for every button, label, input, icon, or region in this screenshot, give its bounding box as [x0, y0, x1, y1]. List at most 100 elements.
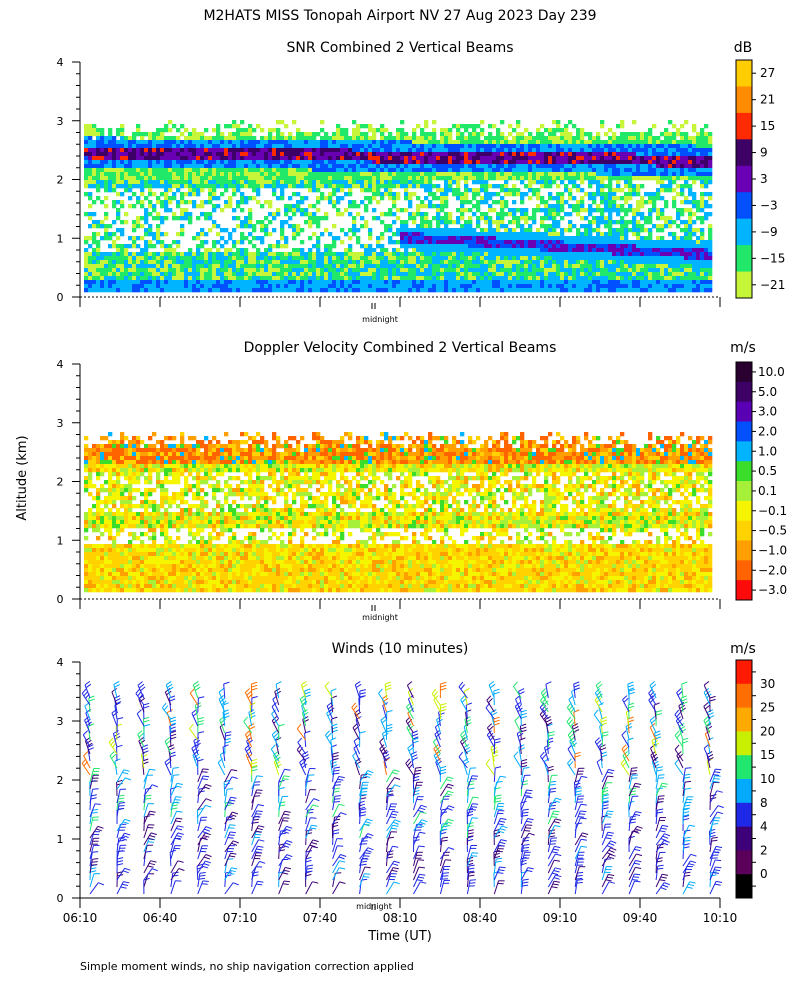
colorbar-label: 8 [760, 796, 768, 810]
colorbar-swatch [736, 421, 752, 442]
winds-panel-title: Winds (10 minutes) [332, 641, 469, 657]
doppler-colorbar: 10.0 5.0 3.0 2.0 1.0 0.5 0.1 −0.1 −0.5 −1.0 −2.0 −3… [735, 361, 787, 601]
colorbar-label: 25 [760, 701, 775, 715]
colorbar-swatch [736, 112, 752, 140]
colorbar-swatch [736, 580, 752, 601]
x-tick-label: 08:10 [383, 911, 418, 925]
colorbar-swatch [736, 707, 752, 732]
colorbar-swatch [736, 731, 752, 756]
colorbar-label: 0.5 [758, 464, 777, 478]
colorbar-swatch [736, 660, 752, 685]
winds-unit-label: m/s [730, 641, 756, 657]
colorbar-label: 2 [760, 843, 768, 857]
colorbar-swatch [736, 826, 752, 851]
colorbar-swatch [736, 60, 752, 87]
winds-axes: 0 1 2 3 4 06:10 06:40 07:10 07:40 08:10 08:40 09:10… [57, 656, 738, 925]
y-tick-label: 2 [57, 774, 64, 787]
y-tick-label: 0 [57, 892, 64, 905]
colorbar-swatch [736, 401, 752, 422]
y-tick-label: 3 [57, 715, 64, 728]
footer-note: Simple moment winds, no ship navigation … [80, 960, 414, 973]
colorbar-label: 4 [760, 820, 768, 834]
colorbar-swatch [736, 755, 752, 780]
x-tick-label: 08:40 [463, 911, 498, 925]
x-tick-label: 10:10 [703, 911, 738, 925]
colorbar-frame [735, 59, 753, 299]
y-tick-label: 4 [57, 656, 64, 669]
colorbar-label: 30 [760, 677, 775, 691]
y-tick-label: 4 [57, 358, 64, 371]
x-tick-label: 09:40 [623, 911, 658, 925]
colorbar-swatch [736, 192, 752, 220]
colorbar-label: −21 [760, 278, 785, 292]
snr-heatmap [84, 120, 713, 293]
colorbar-swatch [736, 441, 752, 462]
colorbar-swatch [736, 802, 752, 828]
snr-axes: 0 1 2 3 4 [57, 56, 721, 309]
snr-panel-title: SNR Combined 2 Vertical Beams [286, 40, 513, 56]
colorbar-swatch [736, 461, 752, 482]
doppler-heatmap [84, 432, 713, 593]
colorbar-label: 15 [760, 748, 775, 762]
y-tick-label: 3 [57, 417, 64, 430]
colorbar-swatch [736, 271, 752, 299]
colorbar-swatch [736, 86, 752, 114]
x-tick-label: 07:40 [303, 911, 338, 925]
colorbar-swatch [736, 218, 752, 246]
colorbar-label: 3 [760, 172, 768, 186]
colorbar-label: 21 [760, 93, 775, 107]
colorbar-label: 15 [760, 119, 775, 133]
colorbar-label: −0.5 [758, 524, 787, 538]
y-tick-label: 2 [57, 476, 64, 489]
colorbar-swatch [736, 481, 752, 502]
colorbar-swatch [736, 500, 752, 522]
colorbar-label: −2.0 [758, 563, 787, 577]
colorbar-swatch [736, 850, 752, 875]
wind-barbs [81, 680, 724, 895]
doppler-axes: 0 1 2 3 4 [57, 358, 721, 611]
y-tick-label: 2 [57, 174, 64, 187]
colorbar-frame [735, 659, 753, 899]
winds-midnight-label: midnight [356, 902, 392, 911]
colorbar-label: −3 [760, 198, 778, 212]
colorbar-swatch [736, 560, 752, 581]
colorbar-swatch [736, 520, 752, 541]
colorbar-swatch [736, 165, 752, 193]
doppler-panel-title: Doppler Velocity Combined 2 Vertical Bea… [244, 340, 557, 356]
colorbar-swatch [736, 245, 752, 273]
x-tick-label: 06:40 [143, 911, 178, 925]
doppler-unit-label: m/s [730, 340, 756, 356]
snr-colorbar: 27 21 15 9 3 −3 −9 −15 −21 [735, 59, 785, 299]
snr-midnight-label: midnight [362, 315, 398, 324]
colorbar-label: −0.1 [758, 504, 787, 518]
x-tick-label: 07:10 [223, 911, 258, 925]
y-tick-label: 1 [57, 833, 64, 846]
colorbar-label: 10.0 [758, 365, 785, 379]
colorbar-label: −15 [760, 251, 785, 265]
colorbar-label: −1.0 [758, 543, 787, 557]
colorbar-swatch [736, 683, 752, 709]
colorbar-swatch [736, 362, 752, 383]
doppler-midnight-label: midnight [362, 613, 398, 622]
colorbar-label: 9 [760, 146, 768, 160]
snr-unit-label: dB [734, 40, 753, 56]
colorbar-label: 3.0 [758, 405, 777, 419]
y-tick-label: 0 [57, 291, 64, 304]
colorbar-label: 0.1 [758, 484, 777, 498]
altitude-axis-label: Altitude (km) [15, 435, 30, 520]
colorbar-swatch [736, 540, 752, 561]
colorbar-swatch [736, 381, 752, 403]
colorbar-swatch [736, 874, 752, 899]
y-tick-label: 4 [57, 56, 64, 69]
colorbar-label: 1.0 [758, 444, 777, 458]
colorbar-label: 27 [760, 66, 775, 80]
figure-title: M2HATS MISS Tonopah Airport NV 27 Aug 20… [203, 8, 596, 24]
time-axis-label: Time (UT) [367, 929, 432, 944]
y-tick-label: 0 [57, 593, 64, 606]
y-tick-label: 1 [57, 534, 64, 547]
x-tick-label: 06:10 [63, 911, 98, 925]
colorbar-label: 5.0 [758, 385, 777, 399]
colorbar-label: −3.0 [758, 583, 787, 597]
colorbar-label: 0 [760, 867, 768, 881]
